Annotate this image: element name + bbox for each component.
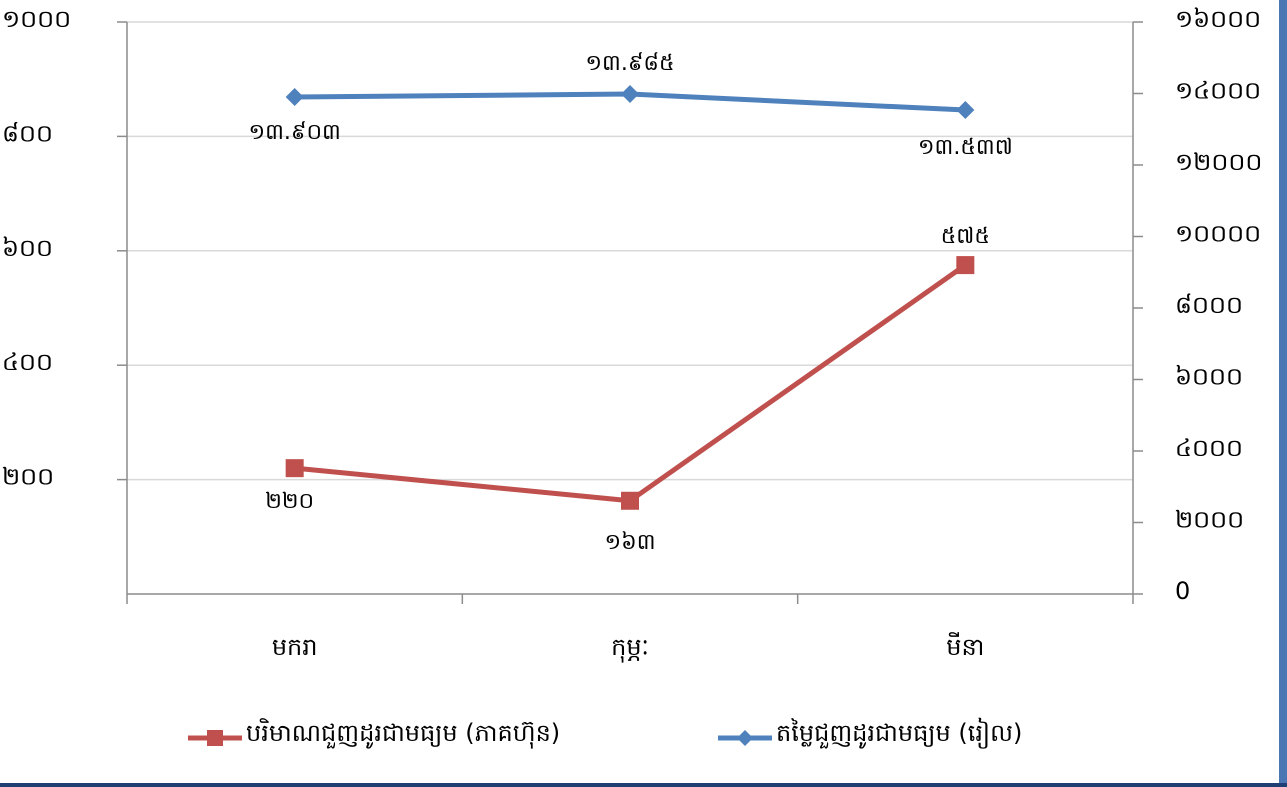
left-tick-label: ៤០០ bbox=[2, 348, 53, 376]
legend-marker-diamond bbox=[737, 730, 753, 746]
axes bbox=[117, 21, 1143, 604]
legend: បរិមាណជួញដូរជាមធ្យម (ភាគហ៊ុន) តម្លៃជួញដូរ… bbox=[188, 717, 1022, 749]
left-tick-label: ៦០០ bbox=[2, 234, 53, 262]
data-label: ៥៧៥ bbox=[941, 224, 990, 249]
legend-marker-square bbox=[207, 730, 223, 746]
gridlines bbox=[127, 21, 1133, 481]
tick-labels: ២០០ ៤០០ ៦០០ ៨០០ ១០០០ 0 ២០០០ ៤០០០ ៦០០០ ៨០០០ ១០០០០ ១២… bbox=[2, 5, 1262, 663]
category-label: មករា bbox=[272, 633, 318, 661]
data-label: ១៣.៥៣៧ bbox=[918, 135, 1013, 160]
right-tick-label: ៤០០០ bbox=[1175, 434, 1243, 462]
frame-right-edge bbox=[1279, 0, 1287, 787]
right-tick-label: ១០០០០ bbox=[1175, 220, 1261, 248]
legend-entry-label: តម្លៃជួញដូរជាមធ្យម (រៀល) bbox=[776, 717, 1022, 749]
data-point-diamond bbox=[621, 85, 639, 104]
series-line-volume bbox=[294, 263, 967, 504]
data-label: ១៣.៩៨៥ bbox=[585, 51, 674, 76]
right-tick-label: ១៤០០០ bbox=[1175, 77, 1261, 105]
data-point-diamond bbox=[285, 87, 304, 106]
data-label: ២២០ bbox=[265, 489, 314, 514]
category-label: មីនា bbox=[946, 632, 984, 661]
series-layer bbox=[285, 85, 975, 510]
right-tick-label: 0 bbox=[1175, 577, 1190, 605]
legend-entry-label: បរិមាណជួញដូរជាមធ្យម (ភាគហ៊ុន) bbox=[246, 718, 560, 749]
data-point-square bbox=[621, 491, 639, 510]
data-label: ១៣.៩០៣ bbox=[248, 120, 340, 145]
right-tick-label: ៨០០០ bbox=[1175, 291, 1243, 319]
left-tick-label: ២០០ bbox=[2, 463, 54, 491]
right-tick-label: ២០០០ bbox=[1175, 506, 1244, 534]
frame-bottom-edge bbox=[0, 783, 1287, 787]
data-point-square bbox=[956, 256, 975, 275]
data-point-diamond bbox=[956, 101, 975, 120]
data-label: ១៦៣ bbox=[604, 530, 655, 555]
right-tick-label: ១២០០០ bbox=[1175, 148, 1262, 176]
right-tick-label: ៦០០០ bbox=[1175, 363, 1243, 391]
left-tick-label: ៨០០ bbox=[2, 119, 53, 147]
category-label: កុម្ភៈ bbox=[611, 633, 649, 663]
left-tick-label: ១០០០ bbox=[2, 5, 71, 33]
right-tick-label: ១៦០០០ bbox=[1175, 5, 1261, 33]
data-point-square bbox=[285, 459, 304, 478]
